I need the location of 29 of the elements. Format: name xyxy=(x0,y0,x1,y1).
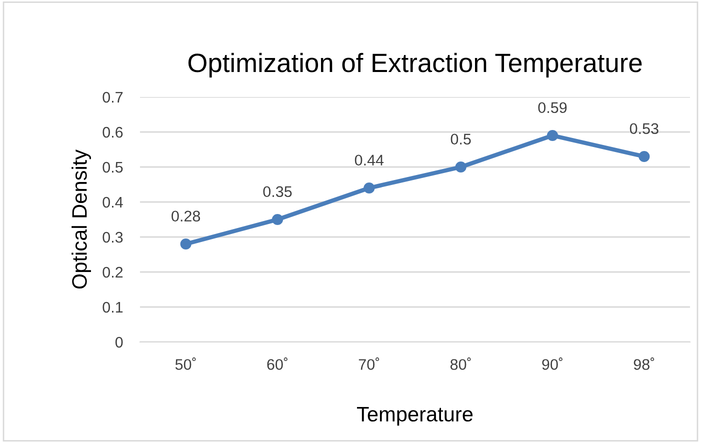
chart-title: Optimization of Extraction Temperature xyxy=(188,52,642,78)
point xyxy=(180,238,192,250)
y-tick-label: 0.7 xyxy=(102,92,123,103)
data-label: 0.35 xyxy=(263,186,292,198)
x-axis-title: Temperature xyxy=(357,407,473,426)
data-label: 0.53 xyxy=(630,123,658,134)
y-tick-label: 0.3 xyxy=(102,232,123,243)
x-tick-label: 70˚ xyxy=(358,357,380,370)
y-tick-label: 0.1 xyxy=(102,302,123,313)
x-tick-label: 50˚ xyxy=(175,357,196,370)
data-label: 0.28 xyxy=(172,210,200,222)
y-tick-label: 0 xyxy=(115,336,123,348)
point xyxy=(272,214,284,226)
x-tick-label: 60˚ xyxy=(267,357,288,370)
point xyxy=(364,182,375,194)
x-tick-label: 80˚ xyxy=(450,357,471,370)
x-tick-label: 90˚ xyxy=(542,357,562,370)
point xyxy=(455,161,466,173)
data-label: 0.59 xyxy=(538,102,567,114)
data-label: 0.44 xyxy=(354,154,384,166)
point xyxy=(546,130,558,142)
x-tick-label: 98˚ xyxy=(634,357,654,370)
y-axis-title: Optical Density xyxy=(72,149,91,289)
point xyxy=(638,150,650,162)
y-tick-label: 0.4 xyxy=(102,196,123,208)
data-label: 0.5 xyxy=(450,134,471,145)
y-tick-label: 0.5 xyxy=(102,162,123,173)
y-tick-label: 0.6 xyxy=(102,126,123,138)
y-tick-label: 0.2 xyxy=(102,266,123,278)
